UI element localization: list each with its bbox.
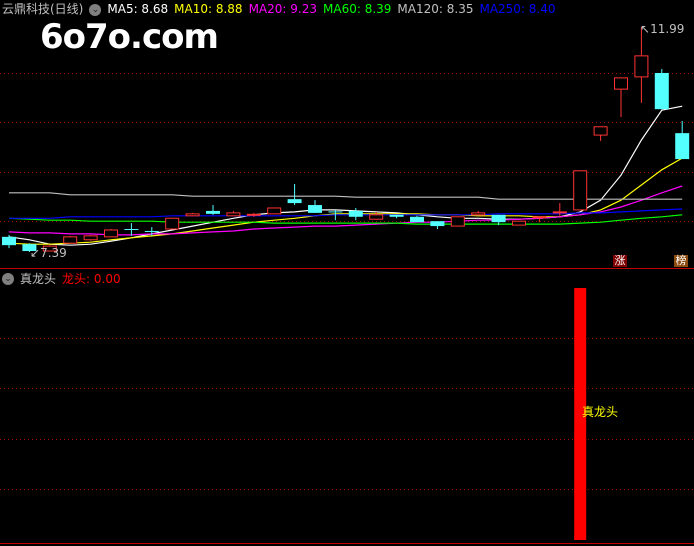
candle-body bbox=[348, 210, 363, 217]
candle-body bbox=[246, 213, 261, 216]
candle bbox=[226, 210, 241, 217]
candle bbox=[532, 216, 547, 223]
candle bbox=[410, 215, 424, 223]
candle bbox=[654, 69, 669, 110]
moving-average-lines bbox=[8, 105, 683, 246]
candle-body bbox=[185, 213, 200, 217]
candle-body bbox=[328, 211, 343, 213]
ma-legend-item: MA10: 8.88 bbox=[174, 2, 243, 16]
candle bbox=[185, 212, 200, 217]
ma-line-ma5 bbox=[8, 105, 683, 246]
ma-line-ma20 bbox=[8, 185, 683, 236]
candle bbox=[308, 200, 322, 213]
candle-body bbox=[512, 220, 526, 226]
indicator-bars bbox=[574, 288, 587, 540]
watermark-logo: 6o7o.com bbox=[40, 17, 219, 57]
candle-body bbox=[593, 126, 608, 136]
candle-body bbox=[165, 217, 180, 230]
candle bbox=[2, 234, 16, 249]
candle-body bbox=[226, 212, 241, 217]
candle bbox=[389, 214, 404, 219]
ma-legend-item: MA5: 8.68 bbox=[107, 2, 169, 16]
limit-up-marker[interactable]: 涨 bbox=[613, 254, 627, 267]
candle-body bbox=[63, 236, 78, 244]
candle-body bbox=[144, 230, 159, 232]
candle bbox=[83, 234, 98, 241]
candle bbox=[573, 170, 588, 211]
ranking-marker[interactable]: 榜 bbox=[674, 254, 688, 267]
candle bbox=[22, 243, 37, 252]
candle-body bbox=[104, 229, 118, 238]
ma-legend-item: MA250: 8.40 bbox=[479, 2, 556, 16]
candlesticks bbox=[2, 27, 690, 252]
indicator-header: ⌄ 真龙头 龙头: 0.00 bbox=[2, 270, 121, 287]
candle bbox=[104, 229, 118, 238]
indicator-value: 龙头: 0.00 bbox=[62, 272, 121, 286]
candle bbox=[675, 120, 690, 160]
candle bbox=[634, 27, 649, 103]
chevron-down-icon[interactable]: ⌄ bbox=[2, 272, 14, 285]
candle-body bbox=[22, 244, 37, 252]
candle bbox=[165, 217, 180, 230]
candle bbox=[328, 209, 343, 221]
candle bbox=[512, 220, 526, 226]
candle bbox=[348, 207, 363, 221]
candle-body bbox=[2, 236, 16, 246]
candle bbox=[593, 126, 608, 141]
candle-body bbox=[675, 133, 690, 160]
candle-body bbox=[206, 210, 220, 214]
signal-label: 真龙头 bbox=[582, 405, 618, 419]
candle-body bbox=[532, 216, 547, 219]
ma-legend-item: MA20: 9.23 bbox=[248, 2, 317, 16]
candle-body bbox=[573, 170, 588, 211]
ma-legend-item: MA120: 8.35 bbox=[397, 2, 474, 16]
candle-body bbox=[430, 221, 445, 227]
candle bbox=[267, 207, 282, 215]
candle bbox=[206, 205, 220, 215]
candle-body bbox=[471, 212, 486, 216]
candle-body bbox=[83, 235, 98, 241]
candle-body bbox=[552, 211, 567, 214]
candle bbox=[369, 211, 384, 220]
candle-body bbox=[267, 207, 282, 215]
candle-body bbox=[634, 55, 649, 78]
candle bbox=[552, 203, 567, 216]
candle bbox=[144, 227, 159, 236]
stock-title: 云鼎科技(日线) bbox=[2, 2, 84, 16]
candle bbox=[124, 223, 139, 236]
high-price-label: ↖11.99 bbox=[640, 22, 684, 36]
candle bbox=[287, 184, 302, 206]
ma-legend-item: MA60: 8.39 bbox=[323, 2, 392, 16]
candle-body bbox=[369, 214, 384, 220]
candle-body bbox=[614, 77, 628, 90]
low-price-label: ↙7.39 bbox=[30, 246, 67, 260]
ma-line-ma120 bbox=[9, 192, 683, 200]
candle bbox=[42, 245, 57, 252]
candle-body bbox=[308, 205, 322, 213]
candle-body bbox=[124, 229, 139, 231]
candle-body bbox=[491, 214, 506, 223]
indicator-name: 真龙头 bbox=[20, 272, 57, 286]
ma-line-ma250 bbox=[9, 208, 683, 219]
ma-line-ma60 bbox=[8, 214, 683, 225]
candle-body bbox=[450, 216, 465, 227]
candle-body bbox=[389, 214, 404, 217]
candle-body bbox=[42, 245, 57, 252]
main-chart-header: 云鼎科技(日线) ⌄ MA5: 8.68 MA10: 8.88 MA20: 9.23… bbox=[2, 2, 556, 17]
candle bbox=[471, 210, 486, 216]
ma-legend: MA5: 8.68 MA10: 8.88 MA20: 9.23 MA60: 8.39 M… bbox=[107, 2, 555, 17]
candle bbox=[63, 235, 78, 244]
indicator-bar bbox=[574, 288, 587, 540]
chevron-down-icon[interactable]: ⌄ bbox=[89, 3, 102, 16]
candle bbox=[491, 214, 506, 226]
candle bbox=[450, 216, 465, 227]
candle-body bbox=[287, 199, 302, 204]
candle-body bbox=[654, 72, 669, 110]
candle bbox=[614, 77, 628, 117]
candle bbox=[430, 221, 445, 230]
candle-body bbox=[410, 216, 424, 223]
candle bbox=[246, 212, 261, 217]
